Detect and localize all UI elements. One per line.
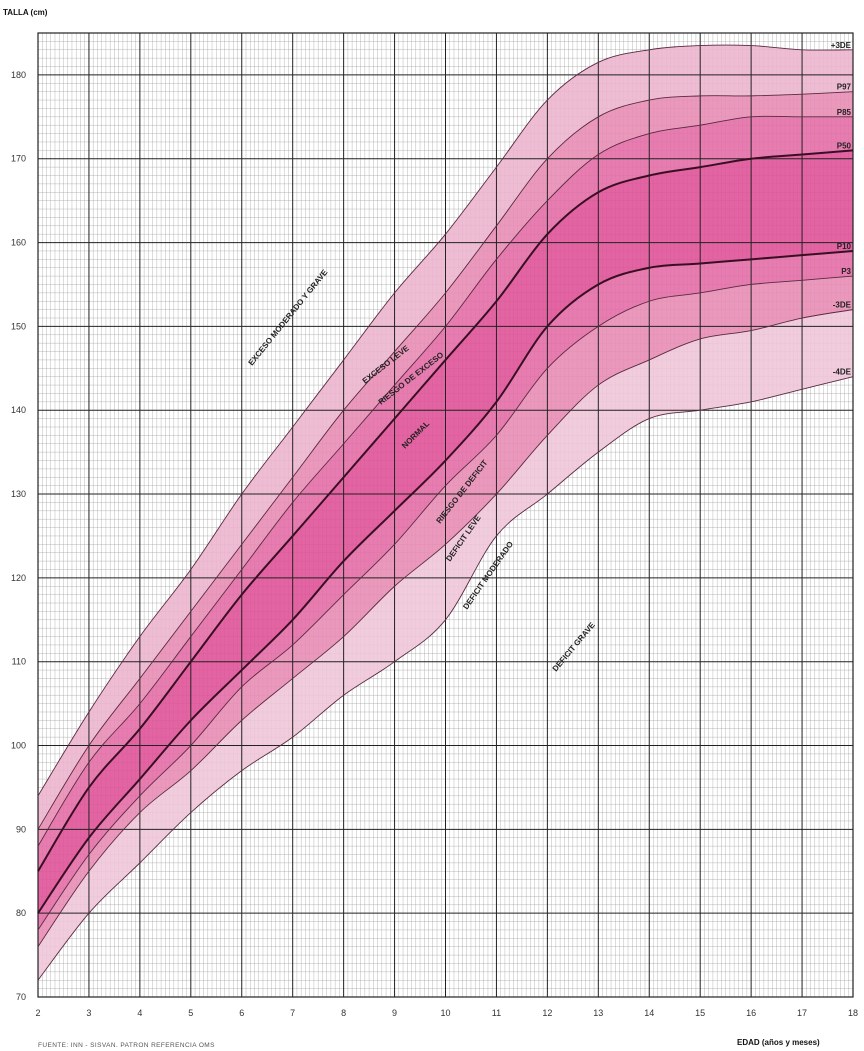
- band-normal: [38, 150, 853, 914]
- curve-label: P50: [837, 141, 852, 150]
- x-tick-label: 3: [86, 1008, 91, 1018]
- x-tick-label: 17: [797, 1008, 807, 1018]
- curve-p50: [37, 149, 854, 872]
- curve-p97: [37, 91, 854, 830]
- zone-label: EXCESO MODERADO Y GRAVE: [247, 267, 330, 367]
- major-gridlines: [37, 32, 854, 998]
- x-tick-label: 18: [848, 1008, 858, 1018]
- x-tick-label: 6: [239, 1008, 244, 1018]
- curve-labels: +3DE P97 P85 P50 P10 P3 -3DE -4DE: [831, 41, 852, 377]
- x-tick-label: 9: [392, 1008, 397, 1018]
- x-tick-label: 13: [593, 1008, 603, 1018]
- y-tick-label: 140: [11, 405, 26, 415]
- curve-plus3de: [37, 44, 854, 797]
- source-note: FUENTE: INN - SISVAN. PATRON REFERENCIA …: [38, 1042, 215, 1049]
- y-tick-label: 150: [11, 321, 26, 331]
- curve-label: P85: [837, 108, 852, 117]
- curve-label: P3: [841, 267, 851, 276]
- x-tick-label: 2: [35, 1008, 40, 1018]
- curve-label: +3DE: [831, 41, 852, 50]
- y-tick-label: 90: [16, 824, 26, 834]
- y-tick-label: 160: [11, 238, 26, 248]
- curve-label: P97: [837, 83, 852, 92]
- x-tick-label: 5: [188, 1008, 193, 1018]
- y-tick-label: 70: [16, 992, 26, 1002]
- x-tick-label: 14: [644, 1008, 654, 1018]
- curve-p10: [37, 249, 854, 914]
- y-tick-label: 170: [11, 154, 26, 164]
- curve-p3: [37, 275, 854, 931]
- x-tick-label: 8: [341, 1008, 346, 1018]
- x-tick-label: 11: [492, 1008, 501, 1018]
- curve-label: -3DE: [833, 301, 852, 310]
- curve-label: -4DE: [833, 368, 852, 377]
- y-tick-label: 80: [16, 908, 26, 918]
- band-deficit-moderado: [38, 309, 853, 981]
- y-axis-title: TALLA (cm): [3, 8, 48, 17]
- x-axis-title: EDAD (años y meses): [737, 1038, 820, 1047]
- x-tick-label: 16: [746, 1008, 756, 1018]
- x-tick-label: 10: [440, 1008, 450, 1018]
- x-tick-label: 7: [290, 1008, 295, 1018]
- curve-label: P10: [837, 242, 852, 251]
- y-tick-label: 100: [11, 741, 26, 751]
- curve-minus4de: [37, 376, 854, 981]
- y-tick-label: 120: [11, 573, 26, 583]
- percentile-curves: [37, 44, 854, 981]
- axis-tick-labels: 2 3 4 5 6 7 8 9 10 11 12 13 14 15 16 17 18 70 80 90 100 110 12…: [11, 70, 858, 1018]
- y-tick-label: 180: [11, 70, 26, 80]
- x-tick-label: 12: [542, 1008, 552, 1018]
- curve-minus3de: [37, 309, 854, 947]
- plot-frame: [37, 32, 854, 998]
- percentile-bands: [38, 45, 853, 981]
- y-tick-label: 110: [12, 657, 26, 667]
- curve-p85: [37, 115, 853, 847]
- y-tick-label: 130: [11, 489, 26, 499]
- x-tick-label: 15: [695, 1008, 705, 1018]
- x-tick-label: 4: [137, 1008, 142, 1018]
